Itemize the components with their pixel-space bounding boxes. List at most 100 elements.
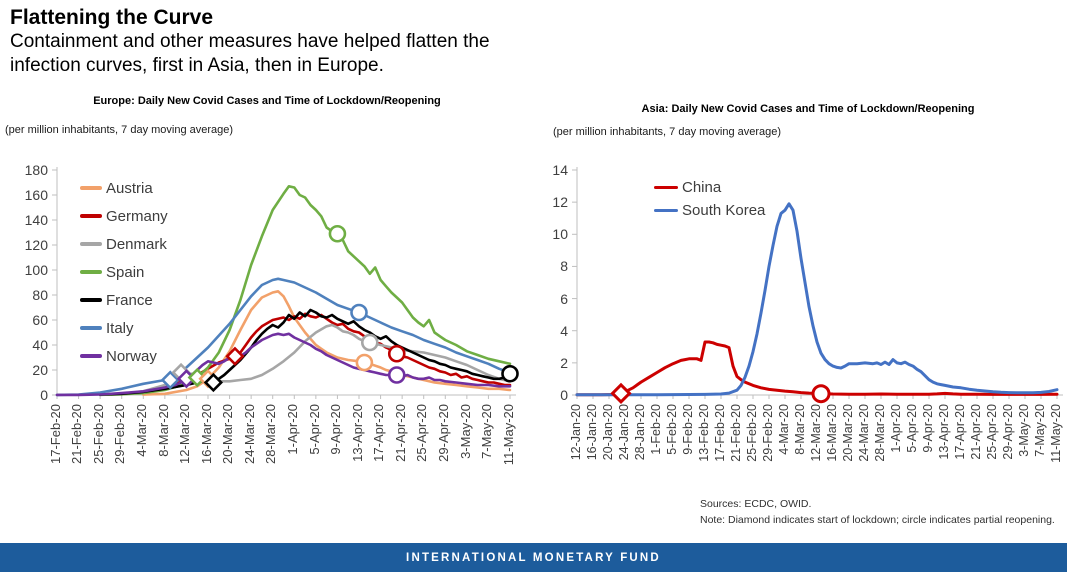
header: Flattening the Curve Containment and oth… <box>10 5 490 77</box>
x-tick-label: 21-Feb-20 <box>729 404 743 462</box>
y-tick-label: 14 <box>552 162 568 178</box>
legend-label: Denmark <box>106 235 167 253</box>
legend-swatch <box>80 326 102 330</box>
x-tick-label: 24-Mar-20 <box>241 404 257 464</box>
legend-label: Spain <box>106 263 145 281</box>
lockdown-diamond-marker-italy <box>160 370 180 390</box>
y-tick-label: 160 <box>24 187 48 203</box>
page-subtitle-line1: Containment and other measures have help… <box>10 31 490 52</box>
x-tick-label: 16-Jan-20 <box>585 404 599 461</box>
x-tick-label: 3-May-20 <box>1017 404 1031 457</box>
x-tick-label: 29-Apr-20 <box>1001 404 1015 460</box>
y-tick-label: 10 <box>552 226 568 243</box>
legend-item-germany: Germany <box>80 202 168 230</box>
legend-swatch <box>80 242 102 246</box>
legend-label: Norway <box>106 347 157 365</box>
legend-item-china: China <box>654 176 765 199</box>
x-tick-label: 7-May-20 <box>1033 404 1047 457</box>
y-tick-label: 100 <box>24 262 48 278</box>
x-tick-label: 24-Mar-20 <box>857 404 871 462</box>
reopening-circle-marker-germany <box>387 344 406 363</box>
x-tick-label: 13-Apr-20 <box>937 404 951 460</box>
legend-swatch <box>80 354 102 358</box>
series-line-china <box>575 340 1059 397</box>
legend-label: Italy <box>106 319 134 337</box>
x-tick-label: 20-Mar-20 <box>841 404 855 462</box>
x-tick-label: 11-May-20 <box>1049 404 1063 463</box>
imf-footer-label: INTERNATIONAL MONETARY FUND <box>406 551 661 564</box>
legend-swatch <box>80 214 102 218</box>
legend-item-spain: Spain <box>80 258 168 286</box>
x-tick-label: 25-Feb-20 <box>90 404 106 464</box>
x-tick-label: 4-Mar-20 <box>777 404 791 455</box>
lockdown-diamond-marker-france <box>203 372 224 393</box>
x-tick-label: 25-Feb-20 <box>745 404 759 462</box>
sources-line: Sources: ECDC, OWID. <box>700 498 812 510</box>
legend-swatch <box>654 208 678 213</box>
x-tick-label: 21-Feb-20 <box>69 404 85 464</box>
y-tick-label: 2 <box>560 354 568 371</box>
x-tick-label: 8-Mar-20 <box>155 404 171 457</box>
x-tick-label: 20-Jan-20 <box>601 404 615 461</box>
y-tick-label: 140 <box>24 212 48 228</box>
legend-europe: Austria Germany Denmark Spain France Italy Nor… <box>80 174 168 370</box>
x-tick-label: 28-Jan-20 <box>633 404 647 461</box>
page-title: Flattening the Curve <box>10 6 214 29</box>
y-tick-label: 0 <box>560 387 568 403</box>
y-tick-label: 20 <box>32 362 48 378</box>
legend-label: South Korea <box>682 202 766 219</box>
y-tick-label: 8 <box>560 258 568 275</box>
reopening-circle-marker-spain <box>328 224 347 243</box>
lockdown-diamond-marker-norway <box>176 369 197 389</box>
page-subtitle-line2: infection curves, first in Asia, then in… <box>10 54 384 76</box>
x-tick-label: 1-Apr-20 <box>889 404 903 453</box>
legend-item-norway: Norway <box>80 342 168 370</box>
y-tick-label: 0 <box>40 387 48 403</box>
x-tick-label: 11-May-20 <box>500 404 516 466</box>
legend-item-france: France <box>80 286 168 314</box>
asia-chart-title: Asia: Daily New Covid Cases and Time of … <box>641 103 975 115</box>
x-tick-label: 24-Jan-20 <box>617 404 631 461</box>
legend-asia: China South Korea <box>654 176 765 222</box>
x-tick-label: 1-Feb-20 <box>649 404 663 455</box>
lockdown-diamond-marker-germany <box>225 346 245 366</box>
y-tick-label: 6 <box>560 290 568 307</box>
x-tick-label: 21-Apr-20 <box>392 404 408 462</box>
reopening-circle-marker-france <box>501 364 519 383</box>
x-tick-label: 9-Feb-20 <box>681 404 695 455</box>
y-tick-label: 120 <box>24 237 48 253</box>
x-tick-label: 25-Apr-20 <box>985 404 999 460</box>
x-tick-label: 13-Apr-20 <box>349 404 365 462</box>
legend-label: Austria <box>106 179 153 197</box>
legend-swatch <box>80 270 102 274</box>
x-tick-label: 16-Mar-20 <box>198 404 214 464</box>
legend-label: China <box>682 179 722 196</box>
asia-chart-subtitle: (per million inhabitants, 7 day moving a… <box>553 126 782 138</box>
x-tick-label: 3-May-20 <box>457 404 473 459</box>
reopening-circle-marker-denmark <box>360 333 379 352</box>
x-tick-label: 17-Feb-20 <box>47 404 63 464</box>
x-tick-label: 28-Mar-20 <box>873 404 887 462</box>
x-tick-label: 5-Apr-20 <box>306 404 322 455</box>
x-tick-label: 13-Feb-20 <box>697 404 711 462</box>
x-tick-label: 25-Apr-20 <box>414 404 430 462</box>
y-tick-label: 60 <box>32 312 48 328</box>
x-tick-label: 16-Mar-20 <box>825 404 839 462</box>
x-tick-label: 5-Feb-20 <box>665 404 679 455</box>
y-tick-label: 4 <box>560 322 568 339</box>
y-tick-label: 180 <box>24 162 48 178</box>
legend-item-denmark: Denmark <box>80 230 168 258</box>
lockdown-diamond-marker-china <box>610 382 632 404</box>
reopening-circle-marker-italy <box>350 303 368 322</box>
legend-swatch <box>654 185 678 190</box>
x-tick-label: 12-Jan-20 <box>569 404 583 461</box>
x-tick-label: 12-Mar-20 <box>177 404 193 464</box>
x-tick-label: 20-Mar-20 <box>220 404 236 464</box>
series-line-south-korea <box>575 202 1059 397</box>
imf-footer: INTERNATIONAL MONETARY FUND <box>0 543 1067 572</box>
x-tick-label: 8-Mar-20 <box>793 404 807 455</box>
legend-item-italy: Italy <box>80 314 168 342</box>
x-tick-label: 7-May-20 <box>479 404 495 459</box>
legend-label: France <box>106 291 153 309</box>
